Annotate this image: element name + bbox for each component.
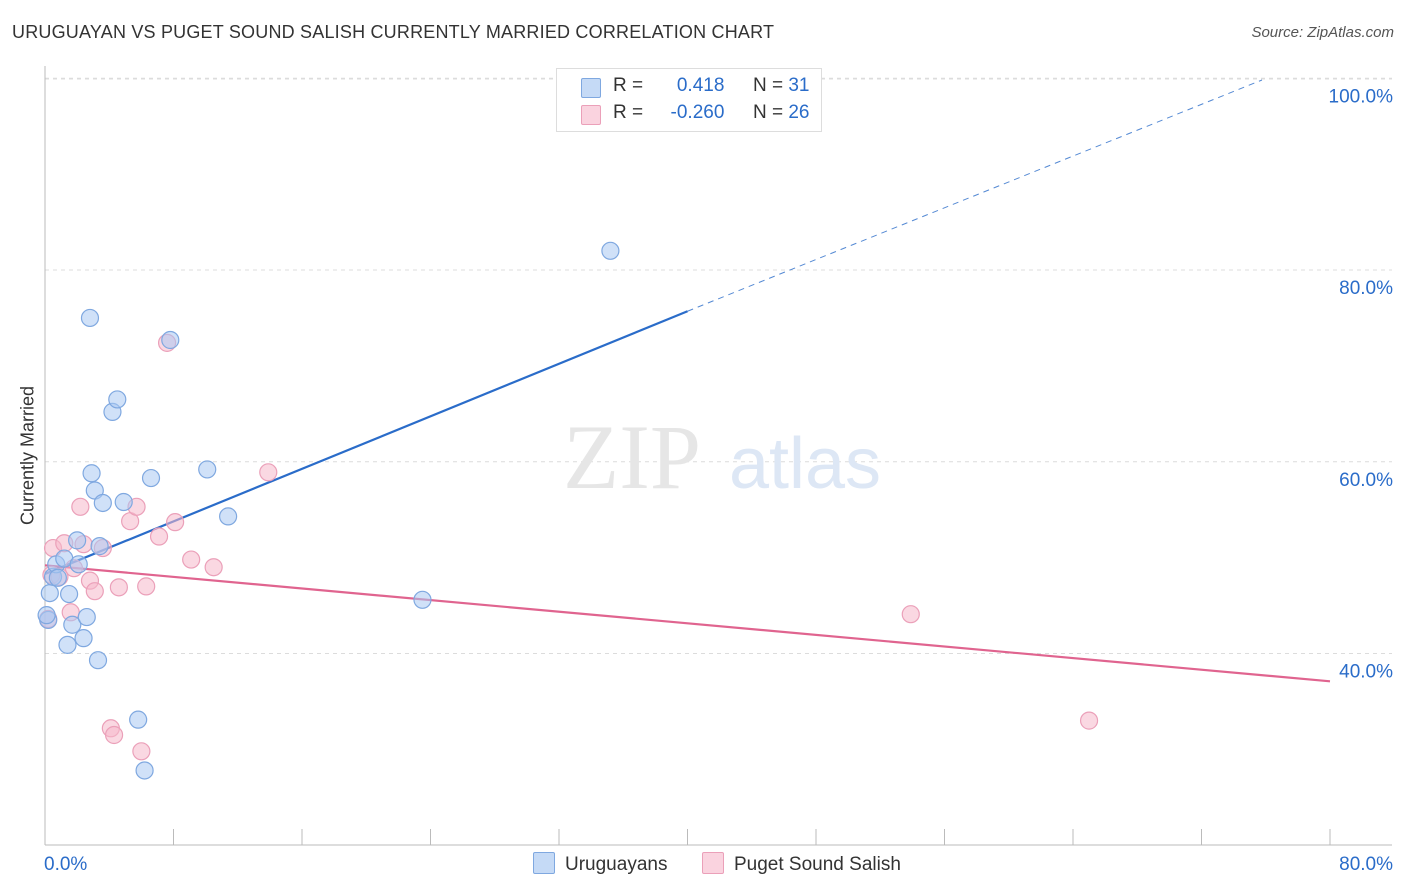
bottom-legend-label-puget: Puget Sound Salish [734, 854, 901, 875]
point-uruguayans [80, 308, 100, 328]
y-tick-label: 40.0% [1339, 662, 1393, 683]
point-puget [71, 497, 90, 516]
correlation-legend: R = 0.418 N = 31 R = -0.260 N = 26 [556, 68, 822, 132]
trend-line-uruguayans [44, 310, 688, 575]
source-label: Source: ZipAtlas.com [1251, 24, 1394, 41]
legend-text-uruguayans: R = 0.418 N = 31 [613, 75, 809, 97]
point-uruguayans [82, 464, 101, 483]
legend-n-value: 31 [788, 75, 810, 96]
point-puget [1079, 711, 1099, 730]
point-puget [132, 742, 151, 761]
point-uruguayans [58, 635, 77, 654]
legend-r-label: R = [613, 102, 644, 123]
point-uruguayans [48, 568, 67, 587]
point-uruguayans [108, 390, 127, 409]
point-uruguayans [40, 583, 59, 603]
point-uruguayans [93, 493, 112, 513]
watermark-zip: ZIP [563, 406, 701, 508]
bottom-legend-label-uruguayans: Uruguayans [565, 854, 668, 875]
watermark-atlas: atlas [729, 424, 881, 504]
point-uruguayans [413, 590, 432, 609]
axes [44, 66, 1392, 846]
point-uruguayans [114, 492, 133, 512]
point-puget [259, 463, 278, 482]
point-puget [109, 578, 128, 597]
legend-swatch-puget [581, 105, 601, 125]
point-uruguayans [68, 531, 87, 550]
bottom-legend-uruguayans: Uruguayans [533, 852, 667, 876]
bottom-legend-swatch-uruguayans [533, 852, 555, 874]
point-uruguayans [88, 651, 108, 670]
point-uruguayans [141, 468, 161, 488]
point-uruguayans [90, 537, 109, 556]
point-uruguayans [63, 615, 82, 634]
legend-n-label: N = [752, 75, 784, 96]
x-tick-label: 80.0% [1339, 854, 1393, 875]
point-uruguayans [37, 606, 56, 625]
point-uruguayans [135, 761, 154, 780]
y-tick-label: 100.0% [1329, 86, 1394, 107]
trend-line-uruguayans-extension [687, 79, 1263, 312]
trend-line-puget [44, 564, 1331, 683]
bottom-legend-puget: Puget Sound Salish [702, 852, 901, 876]
point-uruguayans [69, 555, 88, 574]
point-puget [104, 725, 124, 745]
y-axis-label: Currently Married [17, 385, 38, 526]
point-uruguayans [219, 507, 238, 526]
point-uruguayans [601, 241, 620, 260]
legend-r-label: R = [613, 75, 644, 96]
legend-text-puget: R = -0.260 N = 26 [613, 102, 809, 124]
point-uruguayans [59, 584, 79, 604]
point-puget [166, 513, 185, 532]
watermark: ZIP atlas [563, 406, 881, 508]
legend-n-value: 26 [788, 102, 810, 123]
point-puget [204, 558, 223, 577]
legend-n-label: N = [752, 102, 784, 123]
point-puget [182, 550, 201, 569]
point-puget [137, 577, 156, 596]
trend-lines [44, 79, 1331, 683]
x-tick-label: 0.0% [44, 854, 87, 875]
y-tick-label: 60.0% [1339, 470, 1393, 491]
legend-r-value: -0.260 [670, 102, 725, 123]
data-points [37, 241, 1099, 780]
point-puget [85, 582, 104, 601]
point-puget [149, 527, 169, 546]
point-puget [901, 605, 920, 624]
tick-labels: 40.0% 60.0% 80.0% 100.0% 0.0% 80.0% [44, 86, 1393, 875]
grid-lines [45, 77, 1392, 654]
legend-r-value: 0.418 [676, 75, 725, 96]
point-uruguayans [161, 330, 180, 350]
point-uruguayans [77, 607, 96, 627]
legend-swatch-uruguayans [581, 78, 601, 98]
point-uruguayans [198, 460, 217, 479]
point-uruguayans [129, 710, 148, 729]
chart-title: URUGUAYAN VS PUGET SOUND SALISH CURRENTL… [12, 22, 775, 42]
point-uruguayans [74, 629, 93, 648]
y-tick-label: 80.0% [1339, 278, 1393, 299]
bottom-legend-swatch-puget [702, 852, 724, 874]
